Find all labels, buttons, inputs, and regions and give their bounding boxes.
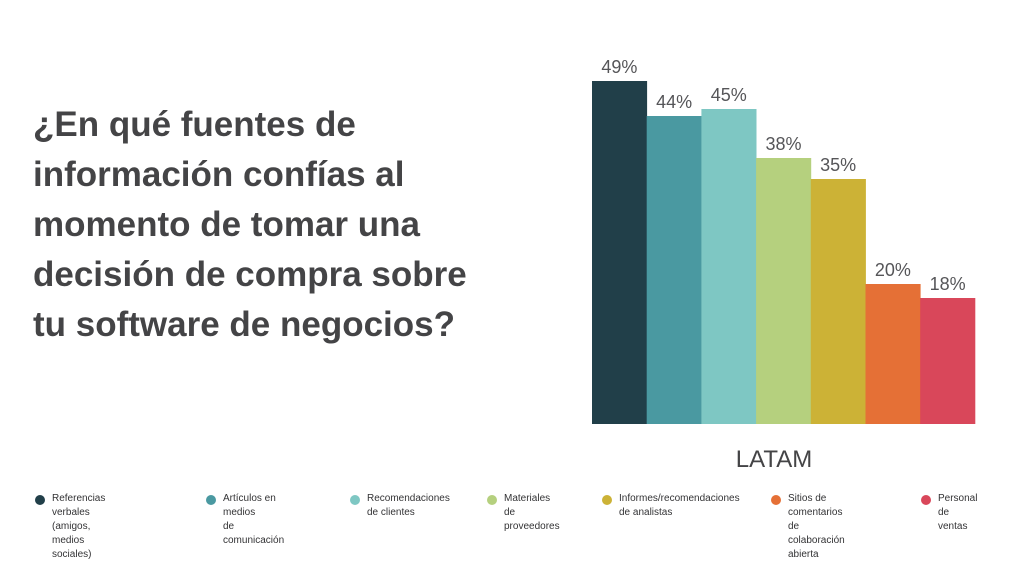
legend-dot-icon bbox=[921, 495, 931, 505]
legend-dot-icon bbox=[602, 495, 612, 505]
legend-dot-icon bbox=[771, 495, 781, 505]
bars-group bbox=[592, 81, 976, 424]
data-label: 44% bbox=[656, 92, 692, 112]
bar bbox=[810, 179, 866, 424]
bar bbox=[646, 116, 702, 424]
chart-title: ¿En qué fuentes de información confías a… bbox=[33, 105, 467, 344]
legend-dot-icon bbox=[350, 495, 360, 505]
data-label: 20% bbox=[875, 260, 911, 280]
legend-dot-icon bbox=[206, 495, 216, 505]
data-label: 38% bbox=[765, 134, 801, 154]
bar-chart: 49% 44% 45% 38% 35% 20% 18% LATAM bbox=[592, 57, 976, 473]
bar bbox=[865, 284, 921, 424]
legend-label: Referencias verbales (amigos, medios soc… bbox=[52, 493, 106, 560]
x-tick-label: LATAM bbox=[736, 446, 812, 473]
legend-label: Personal de ventas bbox=[938, 493, 978, 532]
bar bbox=[756, 158, 812, 424]
legend-dot-icon bbox=[35, 495, 45, 505]
data-label: 35% bbox=[820, 155, 856, 175]
bar bbox=[701, 109, 757, 424]
bar bbox=[920, 298, 976, 424]
legend: Referencias verbales (amigos, medios soc… bbox=[0, 492, 1024, 560]
legend-label: Sitios de comentarios de colaboración ab… bbox=[788, 493, 845, 560]
value-labels-group: 49% 44% 45% 38% 35% 20% 18% bbox=[601, 57, 965, 294]
bar bbox=[592, 81, 648, 424]
legend-label: Materiales de proveedores bbox=[504, 493, 560, 532]
data-label: 49% bbox=[601, 57, 637, 77]
data-label: 18% bbox=[930, 274, 966, 294]
legend-dot-icon bbox=[487, 495, 497, 505]
data-label: 45% bbox=[711, 85, 747, 105]
legend-label: Artículos en medios de comunicación bbox=[223, 493, 285, 546]
legend-label: Informes/recomendaciones de analistas bbox=[619, 493, 740, 518]
legend-label: Recomendaciones de clientes bbox=[367, 493, 450, 518]
